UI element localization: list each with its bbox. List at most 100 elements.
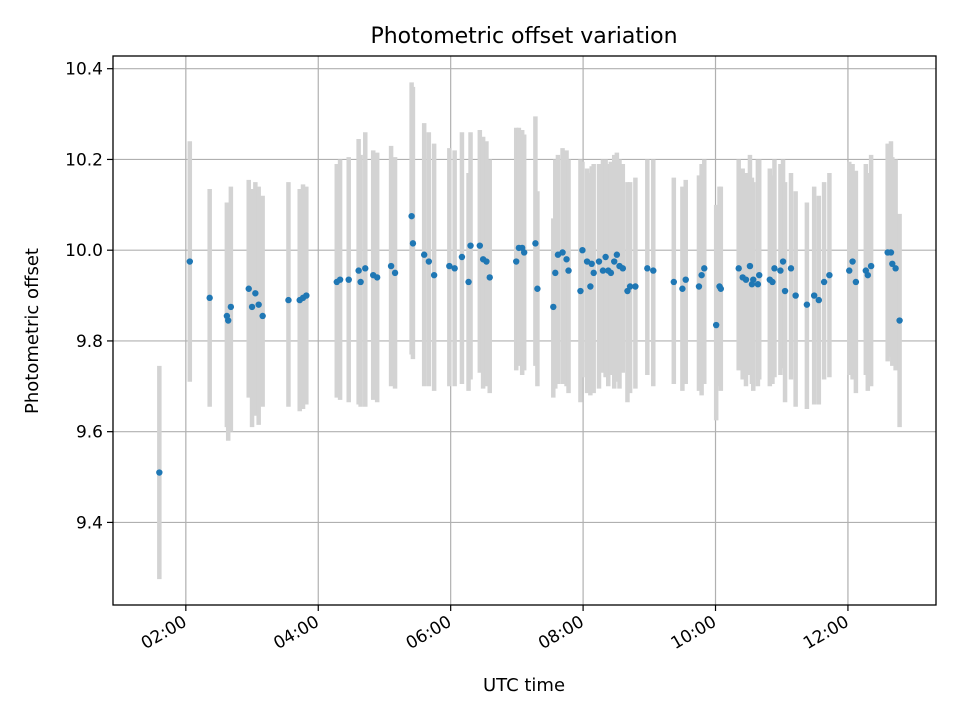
data-point [446, 262, 453, 270]
data-points [156, 212, 903, 476]
y-tick-label: 9.8 [76, 332, 103, 352]
data-point [815, 296, 823, 304]
data-point [486, 274, 493, 281]
data-point [565, 267, 572, 274]
data-point [777, 267, 784, 274]
data-point [465, 278, 472, 286]
data-point [771, 265, 778, 272]
axis-ticks: 02:00 04:00 06:00 08:00 10:00 12:00 9.4 9.6 9.8 1… [65, 60, 852, 654]
data-point [186, 258, 194, 265]
data-point [513, 258, 520, 265]
x-tick-label: 12:00 [800, 612, 852, 654]
data-point [532, 240, 539, 247]
data-point [803, 301, 811, 308]
data-point [387, 262, 395, 270]
chart-title: Photometric offset variation [370, 24, 677, 49]
data-point [613, 251, 621, 258]
data-point [409, 240, 417, 247]
data-point [820, 278, 828, 286]
y-tick-label: 10.4 [65, 60, 103, 80]
data-point [451, 265, 458, 272]
x-tick-label: 10:00 [668, 612, 720, 654]
data-point [599, 267, 607, 274]
data-point [896, 317, 903, 324]
data-point [792, 292, 799, 299]
data-point [563, 256, 570, 263]
data-point [852, 278, 860, 286]
data-point [695, 283, 703, 290]
error-bars [157, 82, 902, 580]
data-point [756, 271, 763, 279]
data-point [864, 271, 872, 279]
data-point [520, 249, 528, 256]
data-point [550, 303, 557, 311]
data-point [754, 281, 762, 288]
data-point [534, 285, 541, 292]
data-point [156, 469, 163, 476]
x-tick-label: 08:00 [535, 612, 587, 654]
data-point [626, 283, 634, 290]
data-point [887, 249, 895, 256]
data-point [644, 265, 651, 272]
data-point [670, 278, 678, 286]
data-point [252, 290, 259, 297]
data-point [255, 301, 262, 308]
data-point [336, 276, 344, 283]
data-point [682, 276, 689, 283]
data-point [206, 294, 213, 302]
data-point [577, 287, 584, 295]
data-point [362, 265, 369, 272]
data-point [679, 285, 686, 292]
data-point [650, 267, 657, 274]
data-point [698, 271, 705, 279]
data-point [476, 242, 484, 249]
data-point [889, 260, 896, 268]
data-point [458, 253, 466, 261]
x-tick-label: 06:00 [403, 612, 455, 654]
y-tick-label: 9.4 [76, 513, 103, 533]
data-point [245, 285, 252, 292]
data-point [632, 283, 639, 290]
x-tick-label: 02:00 [138, 612, 190, 654]
data-point [552, 269, 559, 277]
data-point [846, 267, 853, 274]
data-point [867, 262, 875, 270]
data-point [425, 258, 433, 265]
data-point [587, 283, 594, 290]
y-tick-label: 10.0 [65, 241, 103, 261]
data-point [227, 303, 235, 311]
data-point [357, 278, 364, 286]
x-tick-label: 04:00 [270, 612, 322, 654]
data-point [345, 276, 352, 283]
data-point [779, 258, 787, 265]
data-point [391, 269, 399, 277]
data-point [750, 276, 757, 283]
data-point [588, 260, 595, 268]
data-point [373, 274, 381, 281]
data-point [259, 312, 266, 320]
data-point [712, 321, 720, 329]
data-point [355, 267, 362, 274]
data-point [579, 246, 586, 254]
data-point [408, 212, 415, 220]
data-point [746, 262, 754, 270]
data-point [735, 265, 742, 272]
data-point [420, 251, 428, 258]
data-point [781, 287, 789, 295]
data-point [430, 271, 438, 279]
data-point [590, 269, 597, 277]
data-point [826, 271, 833, 279]
y-tick-label: 10.2 [65, 150, 103, 170]
data-point [701, 265, 708, 272]
data-point [717, 285, 725, 292]
data-point [742, 276, 750, 283]
data-point [810, 292, 818, 299]
data-point [892, 265, 899, 272]
data-point [248, 303, 256, 311]
data-point [595, 258, 603, 265]
data-point [602, 253, 609, 261]
data-point [303, 292, 310, 299]
data-point [611, 258, 618, 265]
data-point [285, 296, 292, 304]
